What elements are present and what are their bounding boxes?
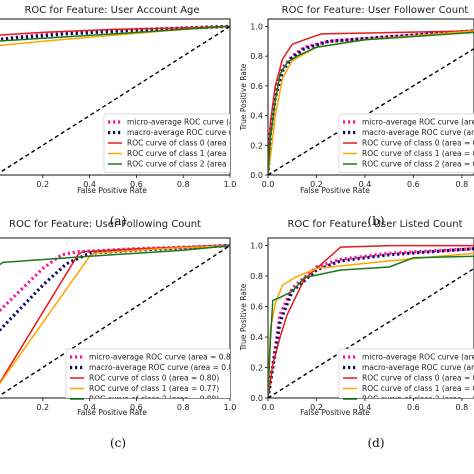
x-tick-label: 0.2 [310, 180, 323, 189]
panel-caption: (b) [367, 214, 384, 228]
chart-title: ROC for Feature: User Follower Count [282, 5, 469, 16]
class-roc-line [0, 244, 230, 266]
macro-average-roc-line [268, 247, 474, 398]
legend-entry: ROC curve of class 0 (area = 0 [362, 374, 474, 383]
y-tick-label: 0.6 [250, 82, 263, 91]
x-tick-label: 0.4 [359, 180, 372, 189]
x-axis-label: False Positive Rate [77, 408, 147, 417]
roc-panel-4: ROC for Feature: User Listed Count 0.0 0.2… [239, 219, 474, 450]
legend-entry: ROC curve of class 1 (area = 0 [362, 149, 474, 158]
panel-caption: (a) [110, 214, 127, 228]
y-tick-label: 0.2 [250, 141, 263, 150]
x-tick-label: 0.4 [83, 180, 96, 189]
x-tick-label: 0.6 [130, 403, 143, 412]
x-tick-label: 0.8 [456, 403, 469, 412]
class-roc-line [0, 244, 230, 385]
legend-entry: ROC curve of class 2 (area = 0 [362, 395, 474, 404]
chance-diagonal-line [268, 48, 474, 175]
chart-title: ROC for Feature: User Account Age [24, 5, 199, 16]
x-tick-label: 0.0 [262, 403, 275, 412]
y-tick-label: 0.0 [250, 171, 263, 180]
chart-title: ROC for Feature: User Listed Count [287, 219, 462, 230]
legend-box [65, 348, 230, 398]
x-tick-label: 0.2 [36, 180, 49, 189]
x-tick-label: 0.6 [407, 403, 420, 412]
class-roc-line [0, 25, 230, 36]
x-tick-label: 0.4 [83, 403, 96, 412]
chance-diagonal-line [268, 267, 474, 398]
y-tick-label: 0.2 [250, 364, 263, 373]
legend-entry: ROC curve of class 2 (area = 0.89) [89, 395, 219, 404]
chance-diagonal-line [0, 245, 230, 397]
legend-entry: macro-average ROC curve (area = 0.92) [127, 128, 279, 137]
roc-panel-3: ROC for Feature: User Following Count 0.2… [0, 219, 241, 450]
x-axis-label: False Positive Rate [77, 186, 147, 195]
panel-caption: (d) [367, 436, 384, 450]
legend-entry: micro-average ROC curve (area = 0.85) [89, 353, 238, 362]
x-tick-label: 0.8 [177, 180, 190, 189]
y-tick-label: 1.0 [250, 22, 263, 31]
legend-entry: micro-average ROC curve (area = 0 [362, 118, 474, 127]
x-tick-label: 0.6 [130, 180, 143, 189]
legend-entry: macro-average ROC curve (area = 0.82) [89, 363, 241, 372]
chart-title: ROC for Feature: User Following Count [9, 219, 201, 230]
x-tick-label: 1.0 [224, 180, 237, 189]
y-axis-label: True Positive Rate [239, 283, 248, 351]
x-tick-label: 0.2 [310, 403, 323, 412]
y-tick-label: 0.4 [250, 333, 263, 342]
legend-box [338, 113, 474, 173]
legend-entry: ROC curve of class 1 (area = 0 [362, 384, 474, 393]
legend-entry: ROC curve of class 2 (area = 0 [362, 160, 474, 169]
y-tick-label: 0.8 [250, 52, 263, 61]
legend-entry: ROC curve of class 0 (area = 0.80) [89, 374, 219, 383]
legend-box [338, 348, 474, 398]
class-roc-line [268, 244, 474, 398]
class-roc-line [268, 255, 474, 398]
macro-average-roc-line [268, 29, 474, 175]
y-tick-label: 1.0 [250, 242, 263, 251]
legend-entry: ROC curve of class 2 (area = 0.91) [127, 160, 257, 169]
legend-entry: ROC curve of class 0 (area = 0 [362, 139, 474, 148]
roc-panel-1: ROC for Feature: User Account Age 0.2 0.4 0… [0, 5, 279, 228]
x-tick-label: 0.6 [407, 180, 420, 189]
legend-entry: macro-average ROC curve (area = 0 [362, 128, 474, 137]
class-roc-line [268, 30, 474, 175]
class-roc-line [268, 31, 474, 175]
legend-entry: micro-average ROC curve (area = 0 [362, 353, 474, 362]
class-roc-line [0, 25, 230, 42]
x-axis-label: False Positive Rate [300, 408, 370, 417]
legend-entry: micro-average ROC curve (area = 0.92) [127, 118, 276, 127]
legend-entry: macro-average ROC curve (area = 0 [362, 363, 474, 372]
x-tick-label: 1.0 [224, 403, 237, 412]
x-tick-label: 0.4 [359, 403, 372, 412]
y-tick-label: 0.8 [250, 272, 263, 281]
y-axis-label: True Positive Rate [239, 63, 248, 131]
y-tick-label: 0.0 [250, 394, 263, 403]
legend-entry: ROC curve of class 1 (area = 0.90) [127, 149, 257, 158]
y-tick-label: 0.6 [250, 303, 263, 312]
panel-caption: (c) [110, 436, 126, 450]
x-tick-label: 0.2 [36, 403, 49, 412]
y-tick-label: 0.4 [250, 112, 263, 121]
x-axis-label: False Positive Rate [300, 186, 370, 195]
x-tick-label: 0.8 [177, 403, 190, 412]
x-tick-label: 0.0 [262, 180, 275, 189]
legend-entry: ROC curve of class 0 (area = 0.96) [127, 139, 257, 148]
legend-entry: ROC curve of class 1 (area = 0.77) [89, 384, 219, 393]
legend-box [103, 113, 230, 173]
x-tick-label: 0.8 [456, 180, 469, 189]
micro-average-roc-line [268, 247, 474, 398]
